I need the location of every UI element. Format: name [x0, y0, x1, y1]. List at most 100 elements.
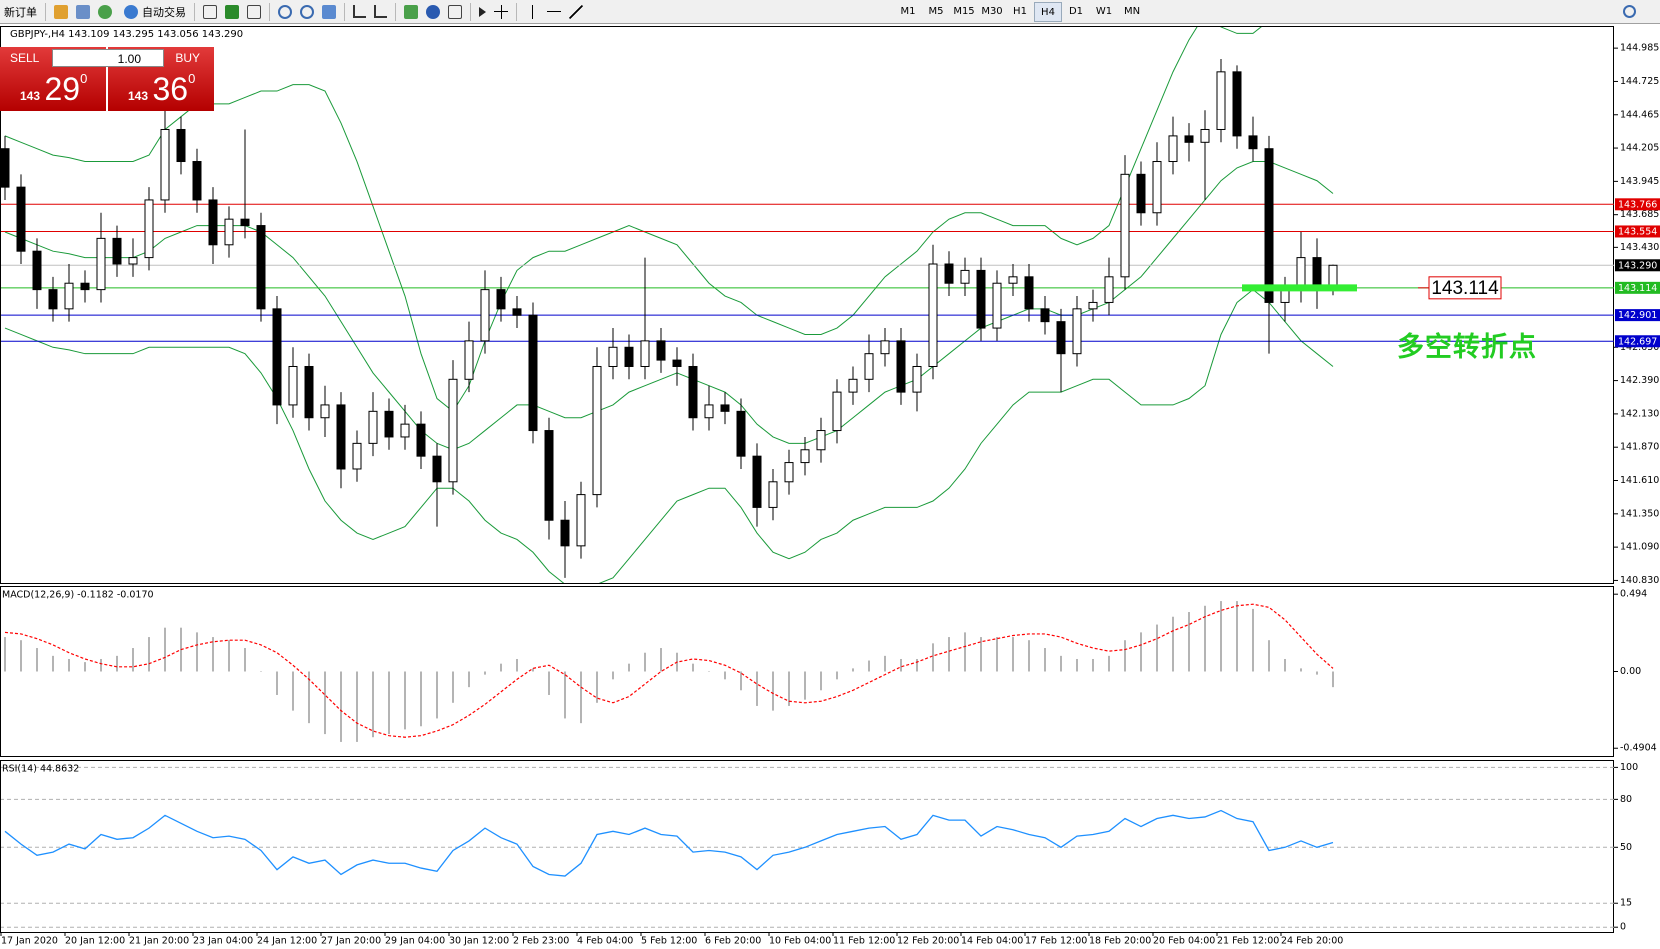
x-tick-label: 24 Feb 20:00 [1281, 936, 1343, 947]
toolbar-icon[interactable] [322, 4, 336, 19]
toolbar-icon[interactable] [54, 4, 68, 19]
toolbar-icon[interactable] [98, 4, 112, 19]
macd-bar [596, 671, 598, 703]
timeframe-button[interactable]: MN [1123, 6, 1141, 17]
y-tick-label: 142.390 [1620, 375, 1659, 386]
timeframe-button[interactable]: D1 [1068, 6, 1084, 17]
macd-bar [580, 671, 582, 724]
level-axis-box [1615, 198, 1660, 211]
macd-bar [516, 658, 518, 672]
separator [45, 2, 46, 21]
search[interactable] [1623, 5, 1636, 18]
trend-tool[interactable] [569, 4, 583, 19]
macd-bar [1044, 648, 1046, 672]
sell-button[interactable]: SELL 143 290 [0, 47, 106, 111]
timeframe-button[interactable]: H4 [1034, 2, 1062, 22]
candle-body [848, 378, 858, 393]
toolbar-icon[interactable] [247, 4, 261, 19]
x-tick-label: 20 Jan 12:00 [65, 936, 125, 947]
level-axis-label: 143.766 [1618, 199, 1657, 210]
macd-bar [356, 671, 358, 742]
candle-body [64, 282, 74, 310]
timeframe-button[interactable]: M30 [981, 6, 1003, 17]
candle-body [624, 346, 634, 367]
crosshair-tool[interactable] [494, 4, 508, 19]
macd-bar [1156, 624, 1158, 672]
vline-tool[interactable] [525, 4, 539, 19]
macd-bar [292, 671, 294, 711]
candle-body [960, 269, 970, 284]
indicators[interactable] [404, 4, 418, 19]
panel-macd [4, 601, 1334, 742]
buy-label: BUY [175, 51, 200, 65]
x-tick-label: 24 Jan 12:00 [257, 936, 317, 947]
candle-body [720, 404, 730, 412]
macd-bar [116, 655, 118, 672]
macd-bar [1012, 637, 1014, 672]
y-tick-label: 0.494 [1620, 589, 1647, 600]
zoom-out[interactable] [300, 4, 314, 19]
level-axis-label: 142.901 [1618, 310, 1657, 321]
level-axis-box [1615, 335, 1660, 348]
macd-bar [132, 648, 134, 672]
hline-tool[interactable] [547, 4, 561, 19]
candle-body [736, 410, 746, 457]
timeframe-button[interactable]: W1 [1095, 6, 1113, 17]
y-tick-label: 144.205 [1620, 143, 1659, 154]
candle-body [1024, 276, 1034, 310]
templates[interactable] [448, 4, 462, 19]
macd-bar [996, 637, 998, 672]
lots-input[interactable]: 1.00 [52, 49, 164, 67]
auto-trade-button[interactable]: 自动交易 [116, 2, 190, 22]
toolbar-icon[interactable] [374, 5, 387, 18]
x-tick-label: 21 Feb 12:00 [1217, 936, 1279, 947]
toolbar-icon[interactable] [203, 4, 217, 19]
candle-body [448, 378, 458, 483]
macd-bar [1220, 601, 1222, 672]
main-panel-frame [0, 26, 1614, 584]
candle-body [864, 353, 874, 380]
candle-body [832, 391, 842, 432]
candle-body [560, 519, 570, 547]
toolbar: 新订单 自动交易 M1 M5 M15 M30 H1 H4 D1 W1 MN [0, 0, 1660, 24]
candle-body [688, 365, 698, 419]
candle-body [368, 410, 378, 444]
timeframe-button[interactable]: M1 [900, 6, 916, 17]
macd-bar [916, 658, 918, 672]
candle-body [1104, 276, 1114, 303]
cursor-tool[interactable] [479, 6, 486, 17]
toolbar-icon[interactable] [353, 5, 366, 18]
timeframe-button[interactable]: H1 [1013, 6, 1027, 17]
timeframe-button[interactable]: M15 [953, 6, 975, 17]
candle-body [224, 218, 234, 246]
panel-label: MACD(12,26,9) -0.1182 -0.0170 [2, 590, 154, 601]
macd-bar [772, 671, 774, 711]
sell-price: 143 290 [20, 71, 87, 108]
toolbar-icon[interactable] [76, 4, 90, 19]
toolbar-icon[interactable] [225, 4, 239, 19]
y-tick-label: 80 [1620, 794, 1632, 805]
macd-bar [1028, 640, 1030, 672]
timeframe-button[interactable]: M5 [928, 6, 944, 17]
candle-body [1184, 135, 1194, 143]
y-tick-label: 15 [1620, 898, 1632, 909]
macd-bar [1076, 658, 1078, 672]
x-tick-label: 18 Feb 20:00 [1089, 936, 1151, 947]
macd-bar [1188, 612, 1190, 672]
separator [470, 2, 471, 21]
macd-bar [308, 671, 310, 724]
macd-bar [500, 663, 502, 672]
new-order-button[interactable]: 新订单 [0, 2, 41, 22]
y-tick-label: 142.130 [1620, 408, 1659, 419]
bollinger-lower [4, 288, 1334, 583]
separator [194, 2, 195, 21]
periods[interactable] [426, 4, 440, 19]
candle-body [816, 430, 826, 451]
macd-bar [260, 671, 262, 672]
bollinger-upper [4, 27, 1262, 413]
zoom-in[interactable] [278, 4, 292, 19]
separator [269, 2, 270, 21]
x-tick-label: 5 Feb 12:00 [641, 936, 697, 947]
macd-bar [884, 655, 886, 672]
